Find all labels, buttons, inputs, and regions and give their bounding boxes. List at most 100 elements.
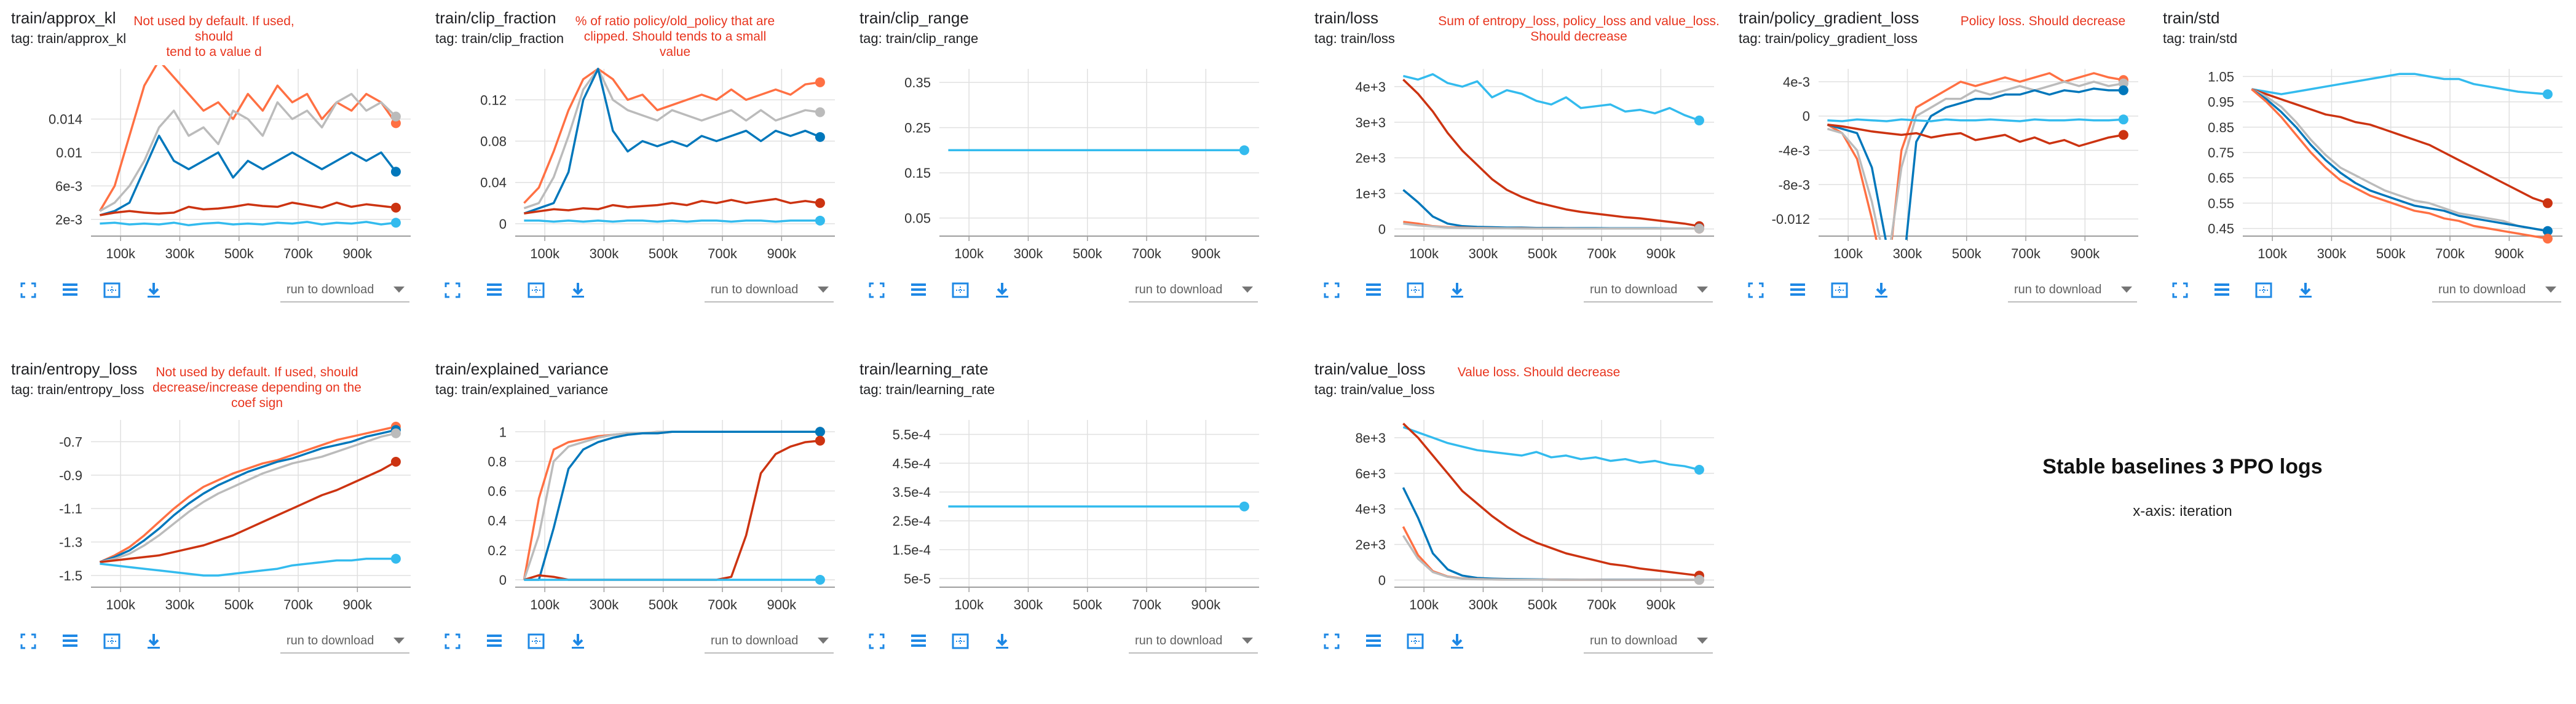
download-icon[interactable] [141,278,166,303]
series-line-blue[interactable] [99,135,397,216]
series-line-cyan[interactable] [1402,425,1700,471]
series-line-blue[interactable] [99,429,397,563]
fullscreen-icon[interactable] [1319,278,1344,303]
fullscreen-icon[interactable] [440,278,465,303]
series-line-grey[interactable] [2251,88,2548,232]
fit-domain-icon[interactable] [1403,278,1428,303]
chart-std[interactable]: 0.45 0.55 0.65 0.75 0.85 0.95 1.05 100k 300k 500k… [2163,52,2576,267]
chart-learning_rate[interactable]: 5e-5 1.5e-4 2.5e-4 3.5e-4 4.5e-4 5.5e-4 100k 30… [859,403,1278,618]
chart-clip_range[interactable]: 0.05 0.15 0.25 0.35 100k 300k 500k 700k 900k [859,52,1278,267]
series-line-grey[interactable] [1402,535,1699,581]
fit-domain-icon[interactable] [524,278,548,303]
list-icon[interactable] [482,629,507,654]
chart-explained_variance[interactable]: 0 0.2 0.4 0.6 0.8 1 100k 300k 500k 700k 900k [435,403,853,618]
series-line-grey[interactable] [523,68,821,210]
series-line-cyan[interactable] [524,220,820,223]
series-line-darkred[interactable] [1402,422,1700,577]
chart-tag: tag: train/std [2163,31,2238,46]
list-icon[interactable] [58,278,82,303]
fullscreen-icon[interactable] [16,629,41,654]
list-icon[interactable] [906,629,931,654]
list-icon[interactable] [1785,278,1810,303]
fullscreen-icon[interactable] [16,278,41,303]
series-line-darkred[interactable] [100,201,397,216]
fit-domain-icon[interactable] [2251,278,2276,303]
download-icon[interactable] [2293,278,2318,303]
list-icon[interactable] [2210,278,2234,303]
download-icon[interactable] [1445,278,1469,303]
chart-clip_fraction[interactable]: 0 0.04 0.08 0.12 100k 300k 500k 700k 900k [435,52,853,267]
fit-domain-icon[interactable] [1403,629,1428,654]
x-tick-label: 500k [1528,597,1558,612]
download-icon[interactable] [990,278,1014,303]
fullscreen-icon[interactable] [864,629,889,654]
download-icon[interactable] [1445,629,1469,654]
fullscreen-icon[interactable] [864,278,889,303]
fullscreen-icon[interactable] [2168,278,2192,303]
run-download-select[interactable]: run to download [705,278,834,303]
fullscreen-icon[interactable] [1744,278,1768,303]
series-line-cyan[interactable] [2251,73,2548,95]
list-icon[interactable] [1361,629,1386,654]
download-icon[interactable] [141,629,166,654]
series-line-blue[interactable] [524,430,820,581]
list-icon[interactable] [58,629,82,654]
chart-entropy_loss[interactable]: -1.5 -1.3 -1.1 -0.9 -0.7 100k 300k 500k 700k 900k [11,403,429,618]
chart-policy_gradient_loss[interactable]: -0.012 -8e-3 -4e-3 0 4e-3 100k 300k 500k 700k 900… [1739,52,2157,267]
series-line-grey[interactable] [99,93,397,212]
series-line-red[interactable] [2251,88,2548,240]
series-line-red[interactable] [98,60,397,212]
series-line-blue[interactable] [523,68,821,215]
download-icon[interactable] [566,278,590,303]
series-line-grey[interactable] [100,432,397,563]
y-tick-label: 6e+3 [1355,466,1386,481]
run-download-select[interactable]: run to download [1129,278,1258,303]
fit-domain-icon[interactable] [1827,278,1852,303]
chart-approx_kl[interactable]: 2e-3 6e-3 0.01 0.014 100k 300k 500k 700k 900k [11,52,429,267]
series-line-grey[interactable] [1403,222,1699,230]
chart-note: Policy loss. Should decrease [1942,14,2144,29]
fullscreen-icon[interactable] [1319,629,1344,654]
run-download-select[interactable]: run to download [2432,278,2561,303]
series-line-darkred[interactable] [1827,123,2124,148]
series-line-red[interactable] [1827,72,2124,288]
series-line-cyan[interactable] [1827,118,2124,122]
run-download-select[interactable]: run to download [1584,278,1713,303]
chart-value_loss[interactable]: 0 2e+3 4e+3 6e+3 8e+3 100k 300k 500k 700k 900k [1314,403,1732,618]
download-icon[interactable] [990,629,1014,654]
series-line-red[interactable] [99,425,397,563]
run-download-label: run to download [1590,634,1678,647]
run-download-select[interactable]: run to download [280,629,409,654]
chart-loss[interactable]: 0 1e+3 2e+3 3e+3 4e+3 100k 300k 500k 700k 900k [1314,52,1732,267]
fit-domain-icon[interactable] [100,278,124,303]
series-line-darkred[interactable] [100,461,397,563]
series-line-darkred[interactable] [524,197,821,215]
download-icon[interactable] [1869,278,1894,303]
series-line-red[interactable] [523,68,821,204]
chart-toolbar: run to download [864,278,1270,303]
series-line-blue[interactable] [2251,88,2548,232]
series-line-grey[interactable] [1827,81,2124,271]
fit-domain-icon[interactable] [948,278,973,303]
run-download-select[interactable]: run to download [1584,629,1713,654]
list-icon[interactable] [1361,278,1386,303]
run-download-select[interactable]: run to download [280,278,409,303]
series-line-darkred[interactable] [1402,79,1700,227]
run-download-select[interactable]: run to download [2008,278,2137,303]
series-line-cyan[interactable] [100,558,396,577]
series-line-cyan[interactable] [100,221,397,227]
y-tick-label: 0.08 [480,134,507,149]
series-line-darkred[interactable] [2251,88,2548,205]
run-download-select[interactable]: run to download [705,629,834,654]
y-tick-label: 6e-3 [55,178,82,194]
list-icon[interactable] [482,278,507,303]
fit-domain-icon[interactable] [100,629,124,654]
fit-domain-icon[interactable] [948,629,973,654]
list-icon[interactable] [906,278,931,303]
run-download-select[interactable]: run to download [1129,629,1258,654]
series-line-cyan[interactable] [1402,73,1700,122]
series-line-blue[interactable] [1827,87,2124,288]
fit-domain-icon[interactable] [524,629,548,654]
download-icon[interactable] [566,629,590,654]
fullscreen-icon[interactable] [440,629,465,654]
